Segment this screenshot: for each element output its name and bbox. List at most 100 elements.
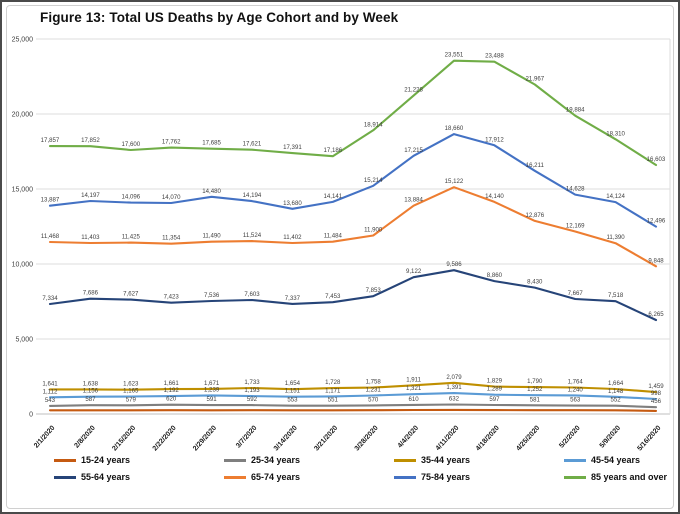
data-label: 1,764 bbox=[568, 379, 584, 386]
data-label: 21,228 bbox=[404, 87, 423, 94]
data-label: 17,215 bbox=[404, 147, 423, 154]
data-label: 1,623 bbox=[123, 381, 139, 388]
data-label: 14,141 bbox=[323, 193, 342, 200]
data-label: 7,536 bbox=[204, 292, 220, 299]
data-label: 14,628 bbox=[566, 186, 585, 193]
data-label: 6,265 bbox=[648, 311, 664, 318]
legend-swatch bbox=[224, 458, 246, 462]
data-label: 14,194 bbox=[243, 192, 262, 199]
data-label: 18,660 bbox=[445, 125, 464, 132]
data-label: 9,848 bbox=[648, 257, 664, 264]
legend-swatch bbox=[394, 458, 416, 462]
data-label: 11,390 bbox=[607, 234, 626, 241]
data-label: 1,151 bbox=[285, 388, 301, 395]
data-label: 17,685 bbox=[202, 140, 221, 147]
data-label: 14,480 bbox=[202, 188, 221, 195]
legend-item-55-64-years: 55-64 years bbox=[54, 472, 224, 482]
data-label: 610 bbox=[409, 396, 420, 403]
data-label: 16,211 bbox=[526, 162, 545, 169]
data-label: 1,240 bbox=[568, 386, 584, 393]
data-label: 587 bbox=[85, 396, 96, 403]
data-label: 1,671 bbox=[204, 380, 220, 387]
y-tick-label: 20,000 bbox=[12, 112, 34, 119]
data-label: 7,334 bbox=[42, 295, 58, 302]
legend-label: 15-24 years bbox=[81, 455, 131, 465]
data-label: 592 bbox=[247, 396, 258, 403]
chart-legend: 15-24 years 25-34 years 35-44 years 45-54 y… bbox=[54, 455, 667, 482]
data-label: 620 bbox=[166, 396, 177, 403]
legend-swatch bbox=[564, 458, 586, 462]
series-line-55-64-years bbox=[48, 269, 658, 322]
x-tick-label: 4/25/2020 bbox=[515, 425, 541, 453]
data-label: 21,967 bbox=[525, 75, 544, 82]
legend-swatch bbox=[394, 475, 416, 479]
data-label: 1,661 bbox=[164, 380, 180, 387]
data-label: 7,603 bbox=[244, 291, 260, 298]
data-label: 11,354 bbox=[162, 235, 181, 242]
y-tick-label: 10,000 bbox=[12, 262, 34, 269]
data-label: 11,403 bbox=[81, 234, 100, 241]
x-tick-label: 5/16/2020 bbox=[636, 425, 662, 453]
data-label: 7,423 bbox=[164, 294, 180, 301]
data-label: 14,140 bbox=[485, 193, 504, 200]
x-tick-label: 2/1/2020 bbox=[33, 425, 57, 450]
x-tick-label: 2/29/2020 bbox=[192, 425, 218, 453]
data-label: 2,079 bbox=[446, 374, 462, 381]
chart-outer-border bbox=[6, 5, 674, 509]
data-label: 1,459 bbox=[648, 383, 664, 390]
data-label: 17,391 bbox=[283, 144, 302, 151]
data-label: 12,169 bbox=[566, 222, 585, 229]
data-label: 7,518 bbox=[608, 292, 624, 299]
legend-swatch bbox=[224, 475, 246, 479]
data-label: 11,425 bbox=[122, 234, 141, 241]
data-label: 7,627 bbox=[123, 291, 139, 298]
legend-label: 35-44 years bbox=[421, 455, 471, 465]
series-line-85-years-and-over bbox=[48, 59, 658, 167]
data-label: 11,490 bbox=[203, 233, 222, 240]
x-tick-label: 2/15/2020 bbox=[111, 425, 137, 453]
legend-label: 85 years and over bbox=[591, 472, 668, 482]
data-label: 7,453 bbox=[325, 293, 341, 300]
data-label: 1,758 bbox=[366, 379, 382, 386]
data-label: 579 bbox=[126, 396, 137, 403]
data-label: 1,391 bbox=[446, 384, 462, 391]
data-label: 18,914 bbox=[364, 121, 383, 128]
data-label: 14,070 bbox=[162, 194, 181, 201]
data-label: 11,524 bbox=[243, 232, 262, 239]
y-tick-label: 15,000 bbox=[12, 187, 34, 194]
x-tick-label: 4/11/2020 bbox=[435, 425, 461, 453]
data-label: 1,728 bbox=[325, 379, 341, 386]
data-label: 11,900 bbox=[364, 227, 383, 234]
series-line-15-24-years bbox=[48, 408, 658, 412]
data-label: 1,165 bbox=[123, 388, 139, 395]
series-line-75-84-years bbox=[48, 133, 658, 228]
data-label: 17,621 bbox=[243, 141, 262, 148]
y-tick-label: 5,000 bbox=[15, 337, 33, 344]
data-label: 1,171 bbox=[325, 387, 341, 394]
data-label: 998 bbox=[651, 390, 662, 397]
data-label: 17,912 bbox=[485, 136, 504, 143]
data-label: 1,289 bbox=[487, 386, 503, 393]
data-label: 8,430 bbox=[527, 279, 543, 286]
x-tick-label: 4/4/2020 bbox=[397, 425, 421, 450]
legend-label: 75-84 years bbox=[421, 472, 471, 482]
data-label: 597 bbox=[489, 396, 500, 403]
data-label: 7,853 bbox=[366, 287, 382, 294]
data-label: 1,829 bbox=[487, 378, 503, 385]
legend-item-85-years-and-over: 85 years and over bbox=[564, 472, 667, 482]
data-label: 9,122 bbox=[406, 268, 422, 275]
series-line-45-54-years bbox=[48, 392, 658, 401]
x-tick-label: 3/21/2020 bbox=[313, 425, 339, 453]
data-label: 570 bbox=[368, 396, 379, 403]
series-line-25-34-years bbox=[48, 403, 658, 409]
data-label: 1,733 bbox=[244, 379, 260, 386]
data-label: 14,096 bbox=[121, 194, 140, 201]
data-label: 543 bbox=[45, 397, 56, 404]
data-label: 9,586 bbox=[446, 261, 462, 268]
series-line-35-44-years bbox=[48, 381, 658, 394]
data-label: 552 bbox=[611, 397, 622, 404]
data-label: 1,252 bbox=[527, 386, 543, 393]
legend-item-45-54-years: 45-54 years bbox=[564, 455, 667, 465]
data-label: 15,214 bbox=[364, 177, 383, 184]
